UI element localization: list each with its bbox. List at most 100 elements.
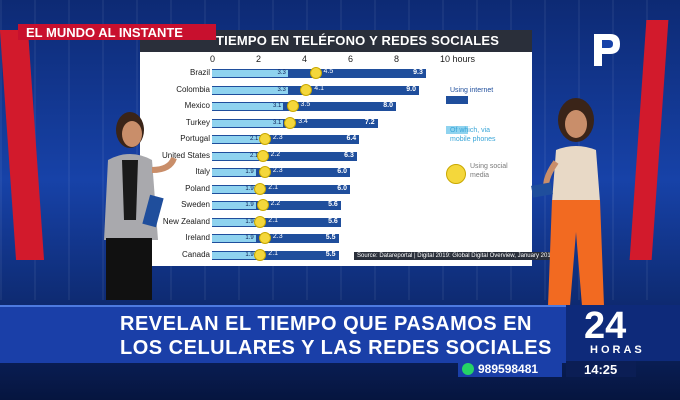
social-media-value: 2.2: [270, 150, 281, 158]
bar-internet: 6.3: [212, 151, 357, 161]
studio-screen: TIEMPO EN TELÉFONO Y REDES SOCIALES 0 2 4 6…: [140, 30, 557, 266]
bar-mobile: 3.1: [212, 103, 284, 110]
social-media-icon: [254, 248, 267, 261]
bar-internet-value: 7.2: [364, 118, 375, 126]
bar-mobile-value: 3.1: [272, 119, 282, 126]
legend-mobile-swatch: [446, 126, 468, 134]
chart-row: Mexico 8.0 3.1 3.5: [140, 100, 532, 113]
bar-internet: 6.0: [212, 184, 350, 194]
bar-mobile: 1.9: [212, 251, 256, 259]
social-media-icon: [286, 100, 299, 112]
chart-row: Portugal 6.4 2.1 2.3: [140, 133, 532, 146]
x-tick-label: 8: [394, 54, 400, 64]
time-strip: [566, 361, 636, 377]
bar-mobile: 1.9: [212, 218, 256, 226]
bar-mobile: 3.3: [212, 86, 288, 94]
social-media-value: 4.5: [323, 68, 334, 75]
chart-source: Source: Datareportal | Digital 2019: Glo…: [354, 252, 557, 260]
whatsapp-icon: [462, 363, 474, 375]
bar-internet-value: 6.0: [337, 184, 347, 192]
bar-internet: 5.5: [212, 250, 339, 260]
bar-mobile-value: 2.1: [249, 136, 259, 142]
social-media-value: 2.1: [268, 183, 279, 191]
country-label: Turkey: [185, 117, 210, 127]
country-label: Ireland: [185, 233, 210, 242]
bar-internet-value: 6.3: [344, 151, 354, 159]
bar-internet-value: 5.6: [328, 201, 338, 208]
country-label: Italy: [195, 167, 210, 176]
headline-line1: REVELAN EL TIEMPO QUE PASAMOS EN: [120, 313, 532, 335]
bar-internet-value: 5.5: [325, 234, 336, 241]
chart-row: Turkey 7.2 3.1 3.4: [140, 116, 532, 130]
country-label: New Zealand: [162, 216, 210, 226]
country-label: Portugal: [180, 134, 210, 143]
social-media-value: 2.3: [272, 134, 283, 141]
bar-internet-value: 6.4: [346, 135, 357, 142]
program-banner-label: EL MUNDO AL INSTANTE: [26, 25, 183, 40]
bar-internet-value: 6.0: [337, 168, 347, 175]
social-media-icon: [258, 133, 271, 145]
chart-title: TIEMPO EN TELÉFONO Y REDES SOCIALES: [216, 33, 500, 48]
bar-mobile: 1.9: [212, 202, 256, 209]
presenter-right: [531, 98, 604, 306]
social-media-value: 2.1: [268, 216, 279, 224]
social-media-value: 3.5: [300, 101, 311, 108]
bar-mobile-value: 2.1: [249, 152, 259, 159]
social-media-value: 2.2: [270, 200, 281, 207]
x-tick-label: 2: [256, 54, 262, 64]
social-media-icon: [309, 67, 322, 79]
bar-mobile: 3.3: [212, 70, 288, 77]
bar-mobile-value: 1.9: [245, 169, 254, 175]
chart-row: New Zealand 5.6 1.9 2.1: [140, 215, 532, 229]
x-tick-label: 10 hours: [440, 54, 476, 64]
clock-time: 14:25: [584, 362, 618, 377]
legend-mobile-label: Of which, via mobile phones: [450, 127, 496, 143]
social-media-icon: [256, 199, 269, 211]
bar-mobile-value: 1.9: [245, 202, 254, 208]
bar-mobile: 2.1: [212, 152, 261, 160]
chart-row: Ireland 5.5 1.9 2.3: [140, 232, 532, 245]
program-banner: EL MUNDO AL INSTANTE: [18, 24, 216, 40]
phone-strip: [458, 361, 562, 377]
social-media-icon: [256, 149, 269, 162]
chart-row: Poland 6.0 1.9 2.1: [140, 182, 532, 196]
chart-row: Italy 6.0 1.9 2.3: [140, 166, 532, 179]
x-tick-label: 0: [210, 54, 216, 64]
chart-row: Brazil 9.3 3.3 4.5: [140, 67, 532, 80]
bar-internet-value: 9.0: [406, 85, 416, 93]
channel-p-logo: [594, 34, 620, 66]
bar-internet: 5.6: [212, 217, 341, 227]
bar-mobile-value: 1.9: [245, 235, 254, 241]
chart-row: Sweden 5.6 1.9 2.2: [140, 199, 532, 212]
bar-mobile-value: 1.9: [245, 185, 254, 192]
presenter-left: [104, 112, 177, 300]
social-media-icon: [258, 232, 271, 244]
bar-internet-value: 9.3: [413, 69, 423, 76]
bar-mobile: 3.1: [212, 119, 284, 127]
social-media-value: 3.4: [298, 117, 308, 125]
bar-mobile: 1.9: [212, 185, 256, 193]
social-media-value: 2.3: [272, 167, 283, 174]
headline-box: REVELAN EL TIEMPO QUE PASAMOS EN LOS CEL…: [0, 305, 566, 363]
bar-mobile-value: 3.3: [277, 86, 286, 93]
bar-internet: 9.0: [212, 85, 419, 95]
bar-mobile-value: 1.9: [245, 251, 254, 258]
channel-logo-sub: HORAS: [590, 344, 645, 356]
social-media-icon: [254, 182, 267, 195]
bar-mobile: 1.9: [212, 235, 256, 242]
whatsapp-number: 989598481: [478, 362, 539, 376]
social-media-icon: [258, 166, 271, 178]
bar-mobile-value: 3.1: [272, 103, 282, 109]
bar-internet-value: 8.0: [383, 102, 393, 109]
chart-row: United States 6.3 2.1 2.2: [140, 149, 532, 163]
channel-logo-number: 24: [584, 305, 627, 347]
chart-row: Canada 5.5 1.9 2.1: [140, 248, 532, 262]
x-tick-label: 6: [348, 54, 354, 64]
bar-mobile: 1.9: [212, 169, 256, 176]
social-media-value: 2.3: [272, 233, 283, 240]
country-label: Brazil: [189, 68, 210, 77]
legend-social-label: Using social media: [470, 163, 508, 179]
legend-social-icon: [446, 164, 466, 184]
social-media-icon: [284, 116, 297, 129]
bar-internet: 6.0: [212, 168, 350, 177]
